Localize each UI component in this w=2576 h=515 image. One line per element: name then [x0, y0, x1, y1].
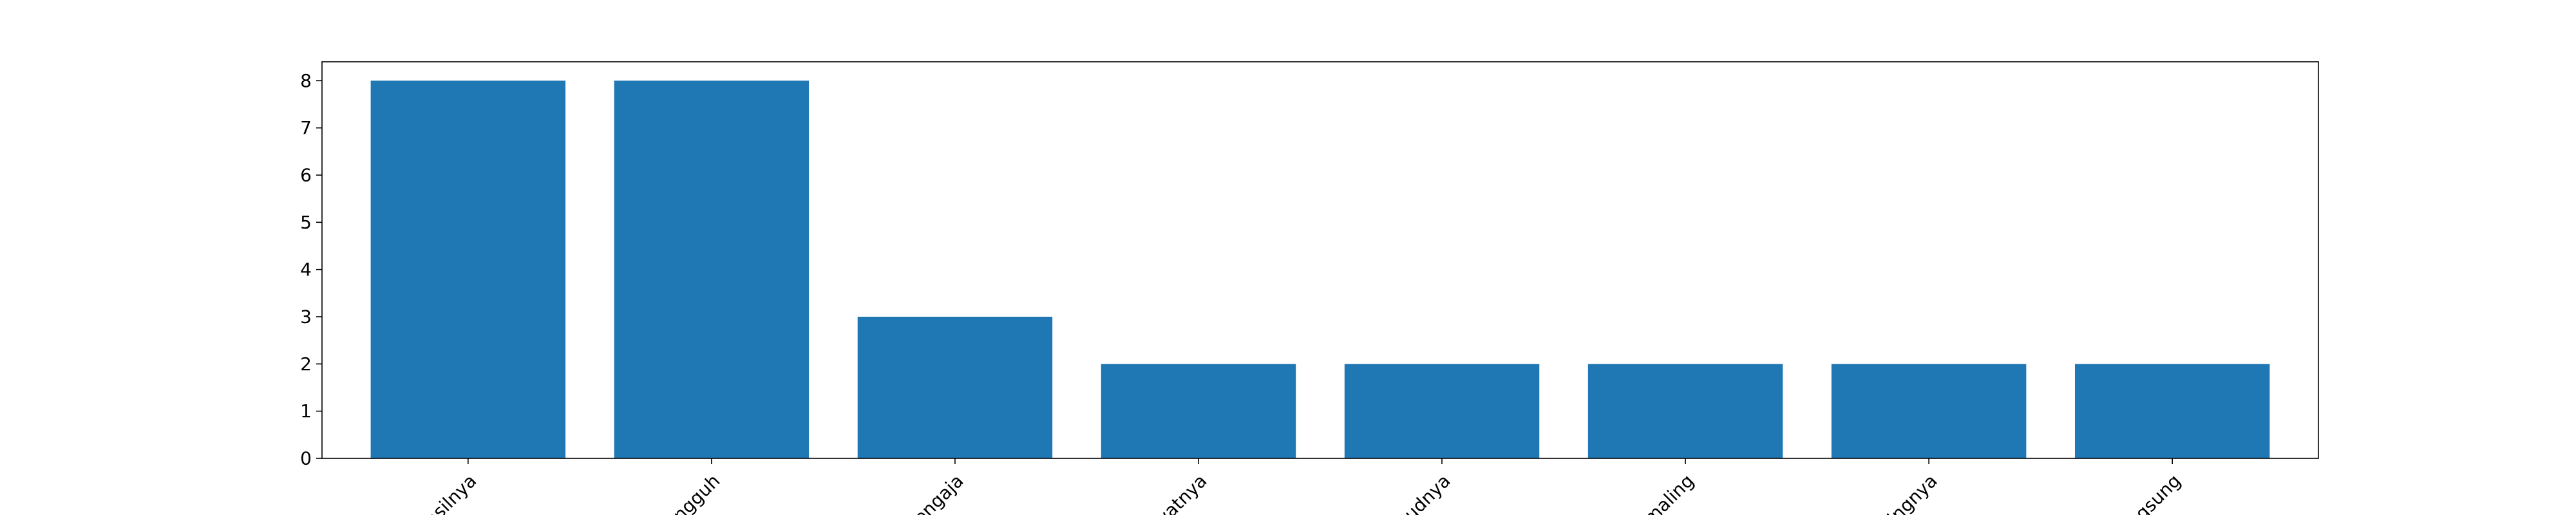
- x-tick-label: sengaja: [903, 470, 968, 515]
- x-tick-label: ungguh: [661, 470, 724, 515]
- y-tick-label: 4: [300, 259, 312, 280]
- bar-maling: [1587, 364, 1783, 458]
- x-tick-label: ngsung: [2123, 470, 2184, 515]
- y-tick-label: 8: [300, 70, 312, 91]
- bars: [370, 80, 2270, 459]
- x-axis: asilnya ungguh sengaja yatnya sudnya maling li…: [421, 458, 2185, 515]
- y-tick-label: 3: [300, 306, 312, 328]
- y-tick-label: 7: [300, 117, 312, 138]
- plot-frame: [321, 61, 2319, 459]
- x-tick-label: maling: [1640, 470, 1698, 515]
- y-tick-label: 6: [300, 165, 312, 186]
- bar-asilnya: [370, 80, 566, 459]
- x-tick-label: sudnya: [1394, 470, 1455, 515]
- bar-ungguh: [614, 80, 810, 459]
- x-tick-label: yatnya: [1152, 470, 1211, 515]
- bar-lingnya: [1831, 364, 2027, 458]
- x-tick-label: lingnya: [1880, 470, 1942, 515]
- y-tick-label: 5: [300, 212, 312, 233]
- bar-sudnya: [1344, 364, 1540, 458]
- bar-ngsung: [2074, 364, 2270, 458]
- x-tick-label: asilnya: [421, 470, 480, 515]
- y-tick-label: 2: [300, 353, 312, 375]
- y-tick-label: 0: [300, 448, 312, 469]
- y-axis: 0 1 2 3 4 5 6 7 8: [300, 70, 322, 469]
- bar-sengaja: [857, 317, 1053, 458]
- y-tick-label: 1: [300, 400, 312, 422]
- bar-yatnya: [1101, 364, 1296, 458]
